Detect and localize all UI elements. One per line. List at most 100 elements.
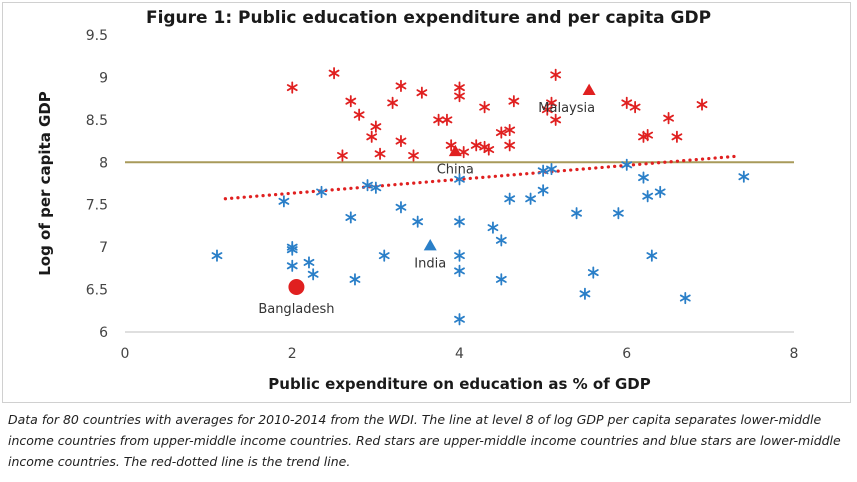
- data-point: [638, 171, 649, 184]
- data-point: [211, 249, 223, 262]
- data-point: [366, 130, 378, 143]
- data-point: [629, 101, 641, 114]
- data-point: [504, 192, 516, 205]
- data-points: [211, 67, 750, 326]
- data-point: [696, 98, 708, 111]
- data-point: [408, 149, 419, 162]
- data-point: [458, 146, 470, 159]
- data-point: [454, 173, 465, 186]
- data-point: [642, 129, 654, 142]
- data-point: [508, 95, 520, 108]
- data-point: [546, 162, 557, 176]
- data-point: [374, 147, 386, 160]
- data-point: [454, 249, 465, 262]
- data-point: [621, 96, 633, 109]
- data-point: [642, 190, 654, 203]
- x-tick-label: 2: [288, 346, 297, 362]
- data-point: [495, 273, 507, 286]
- data-point: [307, 268, 319, 281]
- data-point: [345, 211, 357, 224]
- data-point: [587, 266, 599, 279]
- data-point: [525, 192, 536, 205]
- data-point: [370, 120, 382, 133]
- scatter-chart: 6 6.5 7 7.5 8 8.5 9 9.5 0 2 4 6 8 Malaysia China India…: [36, 28, 799, 393]
- x-axis-title: Public expenditure on education as % of …: [268, 375, 650, 393]
- y-tick-label: 7: [99, 240, 108, 256]
- data-point: [441, 113, 453, 126]
- data-point: [395, 79, 407, 93]
- highlight-marker: [448, 144, 462, 157]
- data-point: [370, 181, 382, 194]
- data-point: [537, 184, 549, 197]
- data-point: [495, 126, 507, 139]
- data-point: [416, 86, 428, 99]
- data-point: [433, 113, 444, 126]
- data-point: [303, 256, 315, 269]
- data-point: [278, 195, 290, 208]
- y-tick-label: 9: [99, 70, 108, 86]
- data-point: [646, 249, 658, 262]
- data-point: [550, 68, 562, 81]
- highlight-marker: [423, 238, 437, 251]
- x-tick-label: 8: [790, 346, 799, 362]
- data-point: [483, 143, 495, 156]
- data-point: [454, 89, 465, 103]
- data-point: [349, 273, 361, 286]
- data-point: [550, 113, 562, 126]
- data-point: [362, 179, 373, 192]
- data-point: [378, 249, 390, 262]
- y-tick-label: 6: [99, 325, 108, 341]
- data-point: [495, 234, 507, 247]
- data-point: [738, 170, 750, 183]
- data-point: [621, 158, 633, 171]
- data-point: [571, 207, 582, 220]
- data-point: [454, 264, 465, 278]
- data-point: [504, 123, 516, 137]
- data-point: [479, 101, 490, 114]
- data-point: [487, 221, 499, 234]
- data-point: [454, 313, 465, 326]
- data-point: [395, 134, 407, 148]
- country-label: China: [437, 162, 474, 177]
- data-point: [654, 185, 666, 199]
- data-point: [316, 185, 327, 199]
- y-tick-label: 9.5: [86, 28, 108, 44]
- data-point: [579, 287, 591, 300]
- data-point: [679, 291, 691, 305]
- data-point: [671, 130, 683, 143]
- figure-frame: [2, 2, 851, 403]
- data-point: [345, 95, 357, 108]
- data-point: [337, 149, 348, 162]
- data-point: [537, 164, 549, 177]
- country-label: India: [414, 256, 446, 271]
- axes: 6 6.5 7 7.5 8 8.5 9 9.5 0 2 4 6 8: [86, 28, 799, 362]
- x-tick-label: 0: [121, 346, 130, 362]
- point-labels: Malaysia China India Bangladesh: [258, 101, 595, 317]
- chart-title: Figure 1: Public education expenditure a…: [145, 8, 712, 28]
- data-point: [612, 207, 624, 220]
- highlight-marker: [288, 279, 305, 296]
- x-tick-label: 6: [622, 346, 631, 362]
- data-point: [663, 112, 674, 125]
- y-tick-label: 8.5: [86, 113, 108, 129]
- country-label: Bangladesh: [258, 302, 334, 317]
- y-tick-label: 6.5: [86, 283, 108, 299]
- chart-lines: [125, 154, 794, 201]
- highlight-marker: [582, 83, 596, 96]
- data-point: [470, 139, 482, 152]
- data-point: [328, 67, 340, 80]
- y-tick-label: 8: [99, 155, 108, 171]
- x-tick-label: 4: [455, 346, 464, 362]
- y-tick-label: 7.5: [86, 198, 108, 214]
- data-point: [387, 96, 399, 109]
- y-axis-title: Log of per capita GDP: [36, 91, 54, 276]
- data-point: [454, 215, 465, 228]
- data-point: [395, 201, 407, 214]
- figure-caption: Data for 80 countries with averages for …: [8, 412, 841, 469]
- data-point: [353, 108, 365, 121]
- data-point: [546, 96, 557, 109]
- data-point: [412, 215, 424, 228]
- country-label: Malaysia: [538, 101, 595, 116]
- data-point: [286, 81, 298, 94]
- data-point: [504, 139, 516, 152]
